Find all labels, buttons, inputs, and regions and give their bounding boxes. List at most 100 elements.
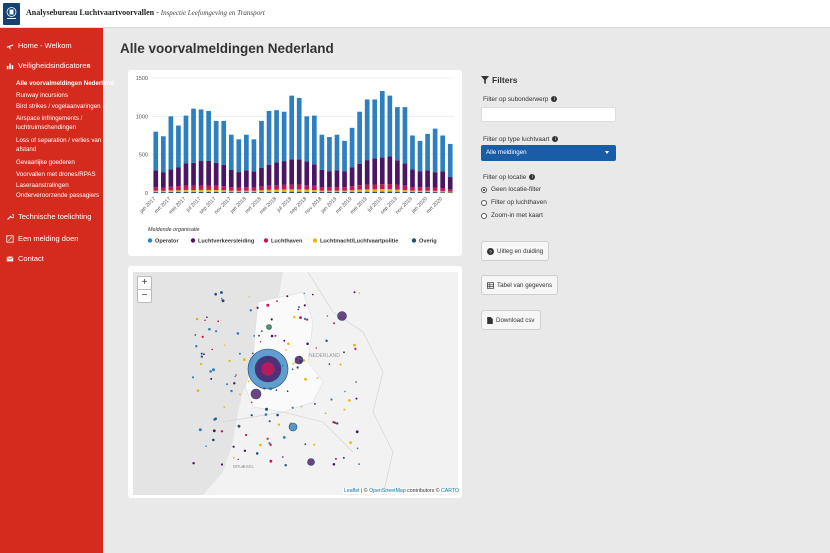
map-marker[interactable] bbox=[212, 438, 215, 442]
map-marker[interactable] bbox=[259, 341, 262, 343]
map-marker[interactable] bbox=[233, 457, 235, 459]
sidebar-sub-item[interactable]: Bird strikes / vogelaanvaringen bbox=[16, 103, 101, 110]
map-marker[interactable] bbox=[270, 318, 273, 321]
map-marker[interactable] bbox=[299, 316, 302, 319]
map-marker[interactable] bbox=[282, 436, 286, 439]
map-marker[interactable] bbox=[291, 406, 294, 409]
map-marker[interactable] bbox=[249, 309, 252, 312]
nav-contact[interactable]: Contact bbox=[6, 254, 44, 263]
map-marker[interactable] bbox=[276, 300, 278, 302]
map-marker[interactable] bbox=[304, 443, 307, 446]
map-marker[interactable] bbox=[242, 358, 246, 361]
sidebar-sub-item[interactable]: Onderveroorzende passagiers bbox=[16, 192, 100, 199]
map-marker[interactable] bbox=[226, 383, 228, 386]
map-marker[interactable] bbox=[248, 296, 250, 298]
radio-dot[interactable] bbox=[481, 186, 487, 193]
map-marker[interactable] bbox=[214, 417, 217, 420]
sidebar-sub-item[interactable]: Airspace infringements / bbox=[16, 115, 83, 122]
map-marker[interactable] bbox=[252, 352, 254, 355]
map-marker[interactable] bbox=[293, 315, 296, 319]
sidebar-sub-item[interactable]: luchtruimschendingen bbox=[16, 124, 77, 131]
map-marker[interactable] bbox=[297, 308, 300, 311]
chevron-left-icon[interactable]: ‹ bbox=[87, 61, 90, 70]
map-marker[interactable] bbox=[355, 430, 359, 434]
sidebar-sub-item[interactable]: Loss of separation / verlies van bbox=[16, 137, 102, 144]
map-marker[interactable] bbox=[325, 339, 328, 342]
map-marker[interactable] bbox=[326, 315, 329, 317]
map-marker[interactable] bbox=[286, 295, 289, 298]
map-marker[interactable] bbox=[306, 318, 309, 321]
map-marker[interactable] bbox=[315, 347, 317, 349]
map-marker[interactable] bbox=[292, 363, 295, 365]
map-cluster-marker[interactable] bbox=[307, 458, 315, 466]
map-marker[interactable] bbox=[298, 306, 301, 309]
map-marker[interactable] bbox=[214, 292, 217, 296]
map-marker[interactable] bbox=[339, 363, 342, 366]
map-marker[interactable] bbox=[223, 406, 226, 408]
map-marker[interactable] bbox=[355, 381, 357, 383]
map-marker[interactable] bbox=[220, 297, 223, 300]
map-marker[interactable] bbox=[314, 403, 316, 405]
map-marker[interactable] bbox=[195, 345, 198, 348]
sidebar-sub-item[interactable]: Runway incursions bbox=[16, 92, 68, 99]
zoom-in-button[interactable]: + bbox=[137, 276, 152, 290]
map-marker[interactable] bbox=[200, 352, 203, 355]
map-marker[interactable] bbox=[220, 463, 224, 466]
map-marker[interactable] bbox=[224, 344, 226, 346]
map-marker[interactable] bbox=[237, 424, 241, 428]
map-marker[interactable] bbox=[270, 334, 274, 338]
map-marker[interactable] bbox=[312, 293, 314, 296]
map-marker[interactable] bbox=[230, 389, 233, 393]
map-marker[interactable] bbox=[201, 335, 204, 338]
map-marker[interactable] bbox=[203, 353, 205, 356]
sidebar-sub-item[interactable]: Alle voorvalmeldingen Nederland bbox=[16, 80, 114, 87]
map-marker[interactable] bbox=[242, 466, 244, 468]
map-marker[interactable] bbox=[212, 429, 216, 433]
map-marker[interactable] bbox=[303, 292, 305, 295]
map-marker[interactable] bbox=[215, 330, 218, 333]
leaflet-link[interactable]: Leaflet bbox=[344, 488, 360, 494]
map-marker[interactable] bbox=[220, 291, 223, 294]
map-marker[interactable] bbox=[342, 456, 345, 459]
map-marker[interactable] bbox=[266, 437, 269, 440]
map-marker[interactable] bbox=[236, 332, 240, 335]
map-marker[interactable] bbox=[266, 303, 270, 307]
map-marker[interactable] bbox=[234, 375, 236, 378]
map-marker[interactable] bbox=[343, 351, 345, 354]
nav-report[interactable]: Een melding doen bbox=[6, 234, 78, 243]
map-marker[interactable] bbox=[192, 462, 195, 465]
map-marker[interactable] bbox=[334, 457, 337, 460]
osm-link[interactable]: OpenStreetMap bbox=[369, 488, 406, 494]
map-cluster-marker[interactable] bbox=[260, 361, 276, 377]
download-csv-button[interactable]: Download csv bbox=[481, 310, 541, 330]
map-marker[interactable] bbox=[237, 458, 239, 461]
map-marker[interactable] bbox=[256, 306, 259, 309]
map-marker[interactable] bbox=[306, 342, 309, 346]
map-area[interactable]: NEDERLAND BRUSSEL bbox=[133, 272, 458, 495]
sidebar-sub-item[interactable]: Gevaarlijke goederen bbox=[16, 159, 75, 166]
map-cluster-marker[interactable] bbox=[337, 311, 347, 321]
map-marker[interactable] bbox=[233, 382, 236, 385]
map-marker[interactable] bbox=[200, 355, 203, 358]
map-marker[interactable] bbox=[291, 368, 294, 370]
map-marker[interactable] bbox=[250, 401, 253, 404]
map-marker[interactable] bbox=[260, 330, 263, 333]
sidebar-sub-item[interactable]: Laseraanstralingen bbox=[16, 182, 69, 189]
radio-no-location[interactable]: Geen locatie-filter bbox=[481, 186, 541, 193]
map-marker[interactable] bbox=[191, 376, 195, 379]
map-marker[interactable] bbox=[212, 368, 215, 372]
map-marker[interactable] bbox=[228, 359, 231, 363]
map-marker[interactable] bbox=[259, 443, 262, 447]
map-marker[interactable] bbox=[247, 380, 250, 383]
map-marker[interactable] bbox=[235, 374, 237, 376]
map-marker[interactable] bbox=[303, 317, 307, 321]
sidebar-sub-item[interactable]: Voorvallen met drones/RPAS bbox=[16, 171, 96, 178]
map-marker[interactable] bbox=[253, 335, 256, 337]
map-marker[interactable] bbox=[313, 443, 316, 446]
map-marker[interactable] bbox=[316, 377, 319, 379]
map-marker[interactable] bbox=[274, 334, 277, 337]
map-marker[interactable] bbox=[282, 456, 284, 458]
explain-button[interactable]: ? Uitleg en duiding bbox=[481, 241, 550, 261]
map-marker[interactable] bbox=[304, 377, 307, 381]
map-marker[interactable] bbox=[198, 428, 202, 432]
